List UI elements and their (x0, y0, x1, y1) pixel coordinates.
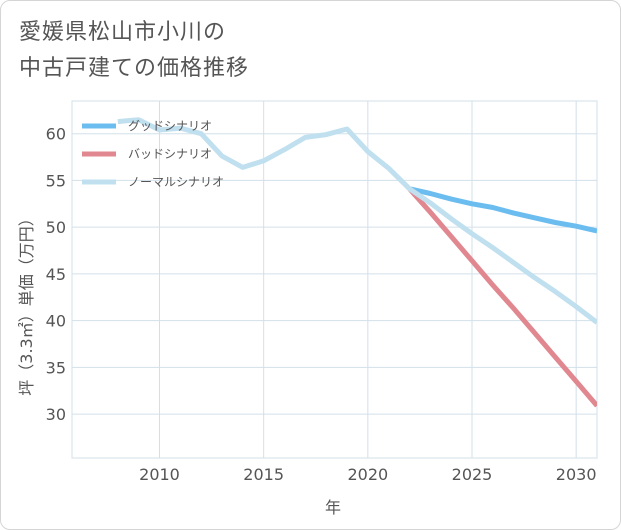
y-tick-label: 40 (46, 312, 66, 331)
legend-label-bad: バッドシナリオ (128, 147, 212, 161)
y-axis-title: 坪（3.3㎡）単価（万円） (17, 210, 36, 395)
y-tick-label: 45 (46, 265, 66, 284)
x-tick-label: 2020 (347, 465, 388, 484)
chart-title-line2: 中古戸建ての価格推移 (19, 56, 250, 81)
y-tick-label: 50 (46, 218, 66, 237)
chart-title-line1: 愛媛県松山市小川の (19, 20, 227, 45)
y-tick-label: 60 (46, 125, 66, 144)
y-axis-ticks: 30 35 40 45 50 55 60 (46, 125, 66, 424)
legend-label-good: グッドシナリオ (128, 119, 212, 133)
x-tick-label: 2015 (243, 465, 284, 484)
x-tick-label: 2010 (139, 465, 180, 484)
series-lines (117, 117, 597, 408)
series-line-good (408, 186, 597, 234)
y-tick-label: 35 (46, 358, 66, 377)
series-line-bad (407, 187, 597, 408)
x-axis-ticks: 2010 2015 2020 2025 2030 (139, 465, 596, 484)
legend-label-normal: ノーマルシナリオ (128, 175, 224, 189)
y-tick-label: 30 (46, 405, 66, 424)
x-axis-title: 年 (325, 498, 341, 517)
y-tick-label: 55 (46, 171, 66, 190)
x-tick-label: 2030 (556, 465, 597, 484)
chart-title: 愛媛県松山市小川の 中古戸建ての価格推移 (19, 15, 249, 87)
x-tick-label: 2025 (452, 465, 493, 484)
series-line-normal (117, 117, 597, 325)
